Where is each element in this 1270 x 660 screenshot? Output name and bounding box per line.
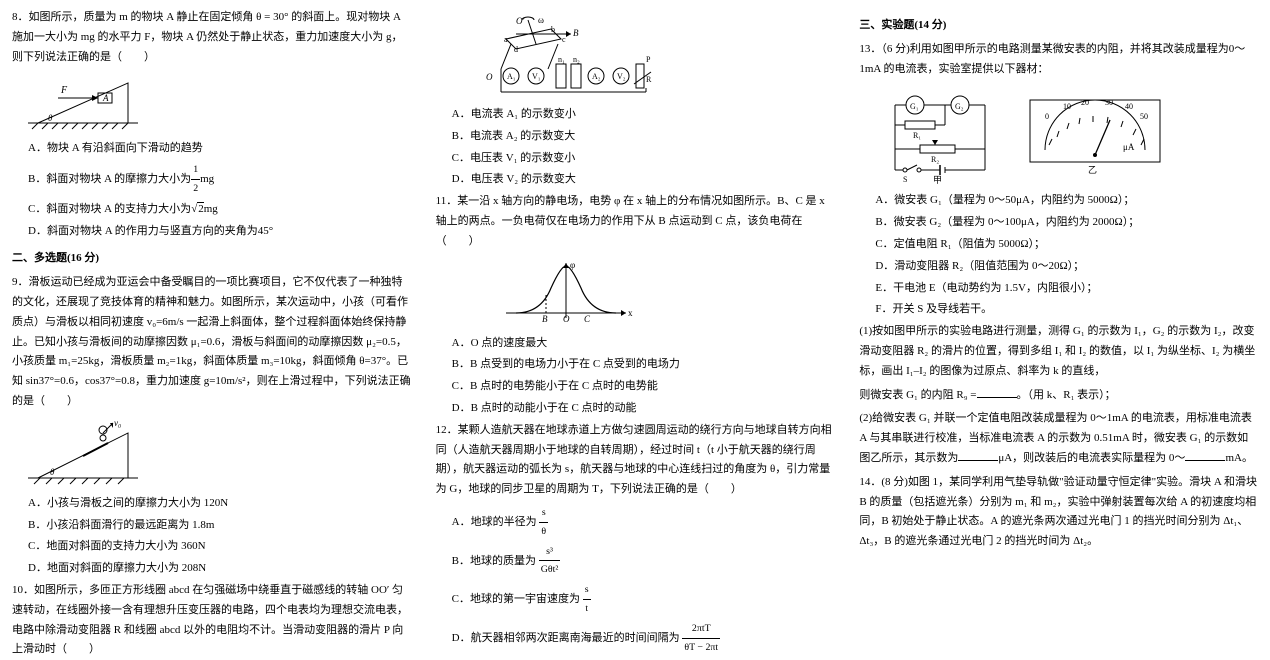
svg-text:40: 40 bbox=[1125, 102, 1133, 111]
q13-optA: A．微安表 G₁（量程为 0～50μA，内阻约为 5000Ω）； bbox=[859, 191, 1258, 211]
q8-optC-post: mg bbox=[204, 203, 218, 215]
svg-text:R₂: R₂ bbox=[931, 155, 939, 164]
svg-text:30: 30 bbox=[1105, 98, 1113, 107]
q12-optC: C．地球的第一宇宙速度为 st bbox=[436, 581, 835, 618]
svg-text:O: O bbox=[563, 314, 570, 324]
column-1: 8．如图所示，质量为 m 的物块 A 静止在固定倾角 θ = 30° 的斜面上。… bbox=[0, 0, 423, 580]
q13-stem: 13．（6 分)利用如图甲所示的电路测量某微安表的内阻，并将其改装成量程为0～1… bbox=[859, 40, 1258, 80]
q11-optD: D．B 点时的动能小于在 C 点时的动能 bbox=[436, 399, 835, 419]
q12-optB-pre: B．地球的质量为 bbox=[452, 554, 536, 566]
svg-text:B: B bbox=[573, 28, 579, 38]
q8-figure: A F θ bbox=[28, 73, 411, 133]
q8-optA: A．物块 A 有沿斜面向下滑动的趋势 bbox=[12, 139, 411, 159]
q10-optC: C．电压表 V₁ 的示数变小 bbox=[436, 149, 835, 169]
q8-stem: 8．如图所示，质量为 m 的物块 A 静止在固定倾角 θ = 30° 的斜面上。… bbox=[12, 8, 411, 67]
q12-optA: A．地球的半径为 sθ bbox=[436, 504, 835, 541]
svg-text:甲: 甲 bbox=[933, 175, 942, 185]
q8-optB-pre: B．斜面对物块 A 的摩擦力大小为 bbox=[28, 173, 191, 185]
q13-sub2-mid: μA，则改装后的电流表实际量程为 0～ bbox=[998, 452, 1185, 464]
svg-text:ω: ω bbox=[538, 15, 544, 25]
q12-optB: B．地球的质量为 s³Gθt² bbox=[436, 543, 835, 580]
svg-text:μA: μA bbox=[1123, 142, 1135, 152]
svg-text:n₂: n₂ bbox=[573, 55, 580, 64]
svg-text:A₂: A₂ bbox=[592, 72, 601, 81]
q10-stem: 10．如图所示，多匝正方形线圈 abcd 在匀强磁场中绕垂直于磁感线的转轴 OO… bbox=[12, 581, 411, 660]
svg-text:A₁: A₁ bbox=[507, 72, 516, 81]
q9-optB: B．小孩沿斜面滑行的最远距离为 1.8m bbox=[12, 516, 411, 536]
svg-text:S: S bbox=[903, 175, 907, 184]
svg-text:A: A bbox=[102, 93, 109, 103]
svg-text:θ: θ bbox=[50, 467, 55, 477]
q8-optB: B．斜面对物块 A 的摩擦力大小为12mg bbox=[12, 161, 411, 198]
q8-optC-pre: C．斜面对物块 A 的支持力大小为 bbox=[28, 203, 191, 215]
q10-optD: D．电压表 V₂ 的示数变大 bbox=[436, 170, 835, 190]
q11-optC: C．B 点时的电势能小于在 C 点时的电势能 bbox=[436, 377, 835, 397]
q13-figure: G₁ G₂ R₁ R₂ S 甲 0 10 20 30 40 50 bbox=[875, 85, 1258, 185]
svg-text:B: B bbox=[542, 314, 548, 324]
svg-text:F: F bbox=[60, 85, 68, 96]
svg-text:O: O bbox=[486, 72, 493, 82]
q12-optD: D．航天器相邻两次距离南海最近的时间间隔为 2πtTθT − 2πt bbox=[436, 620, 835, 657]
q11-optA: A．O 点的速度最大 bbox=[436, 334, 835, 354]
svg-text:0: 0 bbox=[1045, 112, 1049, 121]
svg-text:50: 50 bbox=[1140, 112, 1148, 121]
q9-figure: v₀ θ bbox=[28, 418, 411, 488]
section-3-title: 三、实验题(14 分) bbox=[859, 16, 1258, 36]
q13-optD: D．滑动变阻器 R₂（阻值范围为 0～20Ω）； bbox=[859, 257, 1258, 277]
q13-sub1b: 则微安表 G₁ 的内阻 R₉ = 。（用 k、R₁ 表示）； bbox=[859, 386, 1258, 406]
q12-optC-pre: C．地球的第一宇宙速度为 bbox=[452, 593, 580, 605]
svg-text:b: b bbox=[551, 25, 555, 34]
q11-stem: 11．某一沿 x 轴方向的静电场，电势 φ 在 x 轴上的分布情况如图所示。B、… bbox=[436, 192, 835, 251]
q13-sub1b-pre: 则微安表 G₁ 的内阻 R₉ = bbox=[859, 389, 976, 401]
column-3: 三、实验题(14 分) 13．（6 分)利用如图甲所示的电路测量某微安表的内阻，… bbox=[846, 0, 1270, 580]
q14-stem: 14．(8 分)如图 1，某同学利用气垫导轨做"验证动量守恒定律"实验。滑块 A… bbox=[859, 473, 1258, 552]
q8-optD: D．斜面对物块 A 的作用力与竖直方向的夹角为45° bbox=[12, 222, 411, 242]
svg-text:10: 10 bbox=[1063, 102, 1071, 111]
q8-optB-post: mg bbox=[200, 173, 214, 185]
svg-text:a: a bbox=[504, 35, 508, 44]
svg-text:R: R bbox=[646, 75, 652, 84]
q13-sub2-post: mA。 bbox=[1225, 452, 1253, 464]
svg-text:v₀: v₀ bbox=[114, 418, 121, 428]
svg-text:P: P bbox=[646, 55, 651, 64]
svg-text:φ: φ bbox=[570, 260, 575, 270]
svg-text:乙: 乙 bbox=[1088, 165, 1097, 175]
column-2: O′ ω B abcd A₁ V₁ n₁n₂ A₂ V₂ RP O A．电流表 … bbox=[423, 0, 847, 580]
svg-text:20: 20 bbox=[1081, 98, 1089, 107]
q11-optB: B．B 点受到的电场力小于在 C 点受到的电场力 bbox=[436, 355, 835, 375]
section-2-title: 二、多选题(16 分) bbox=[12, 249, 411, 269]
q13-optC: C．定值电阻 R₁（阻值为 5000Ω）； bbox=[859, 235, 1258, 255]
svg-text:c: c bbox=[562, 35, 566, 44]
svg-text:n₁: n₁ bbox=[558, 55, 565, 64]
q13-optE: E．干电池 E（电动势约为 1.5V，内阻很小）； bbox=[859, 279, 1258, 299]
q13-optB: B．微安表 G₂（量程为 0～100μA，内阻约为 2000Ω）； bbox=[859, 213, 1258, 233]
q10-figure: O′ ω B abcd A₁ V₁ n₁n₂ A₂ V₂ RP O bbox=[476, 14, 835, 99]
svg-text:R₁: R₁ bbox=[913, 131, 921, 140]
q9-optC: C．地面对斜面的支持力大小为 360N bbox=[12, 537, 411, 557]
q13-sub2: (2)给微安表 G₁ 并联一个定值电阻改装成量程为 0～1mA 的电流表，用标准… bbox=[859, 409, 1258, 468]
svg-text:G₁: G₁ bbox=[910, 102, 919, 111]
q9-optD: D．地面对斜面的摩擦力大小为 208N bbox=[12, 559, 411, 579]
q8-optC: C．斜面对物块 A 的支持力大小为√2mg bbox=[12, 200, 411, 220]
svg-text:d: d bbox=[514, 45, 518, 54]
q13-optF: F．开关 S 及导线若干。 bbox=[859, 300, 1258, 320]
q9-optA: A．小孩与滑板之间的摩擦力大小为 120N bbox=[12, 494, 411, 514]
q11-figure: x φ B O C bbox=[496, 258, 835, 328]
q12-optD-pre: D．航天器相邻两次距离南海最近的时间间隔为 bbox=[452, 632, 680, 644]
q12-stem: 12．某颗人造航天器在地球赤道上方做匀速圆周运动的绕行方向与地球自转方向相同（人… bbox=[436, 421, 835, 500]
svg-text:V₂: V₂ bbox=[617, 72, 626, 81]
svg-text:G₂: G₂ bbox=[955, 102, 964, 111]
q12-optA-pre: A．地球的半径为 bbox=[452, 516, 537, 528]
svg-text:C: C bbox=[584, 314, 591, 324]
q10-optB: B．电流表 A₂ 的示数变大 bbox=[436, 127, 835, 147]
q10-optA: A．电流表 A₁ 的示数变小 bbox=[436, 105, 835, 125]
q13-sub1b-post: 。（用 k、R₁ 表示）； bbox=[1017, 389, 1116, 401]
q9-stem: 9．滑板运动已经成为亚运会中备受瞩目的一项比赛项目，它不仅代表了一种独特的文化，… bbox=[12, 273, 411, 412]
q13-sub1: (1)按如图甲所示的实验电路进行测量，测得 G₁ 的示数为 I₁，G₂ 的示数为… bbox=[859, 322, 1258, 381]
svg-text:V₁: V₁ bbox=[532, 72, 541, 81]
svg-text:θ: θ bbox=[48, 113, 53, 123]
svg-text:x: x bbox=[628, 308, 633, 318]
